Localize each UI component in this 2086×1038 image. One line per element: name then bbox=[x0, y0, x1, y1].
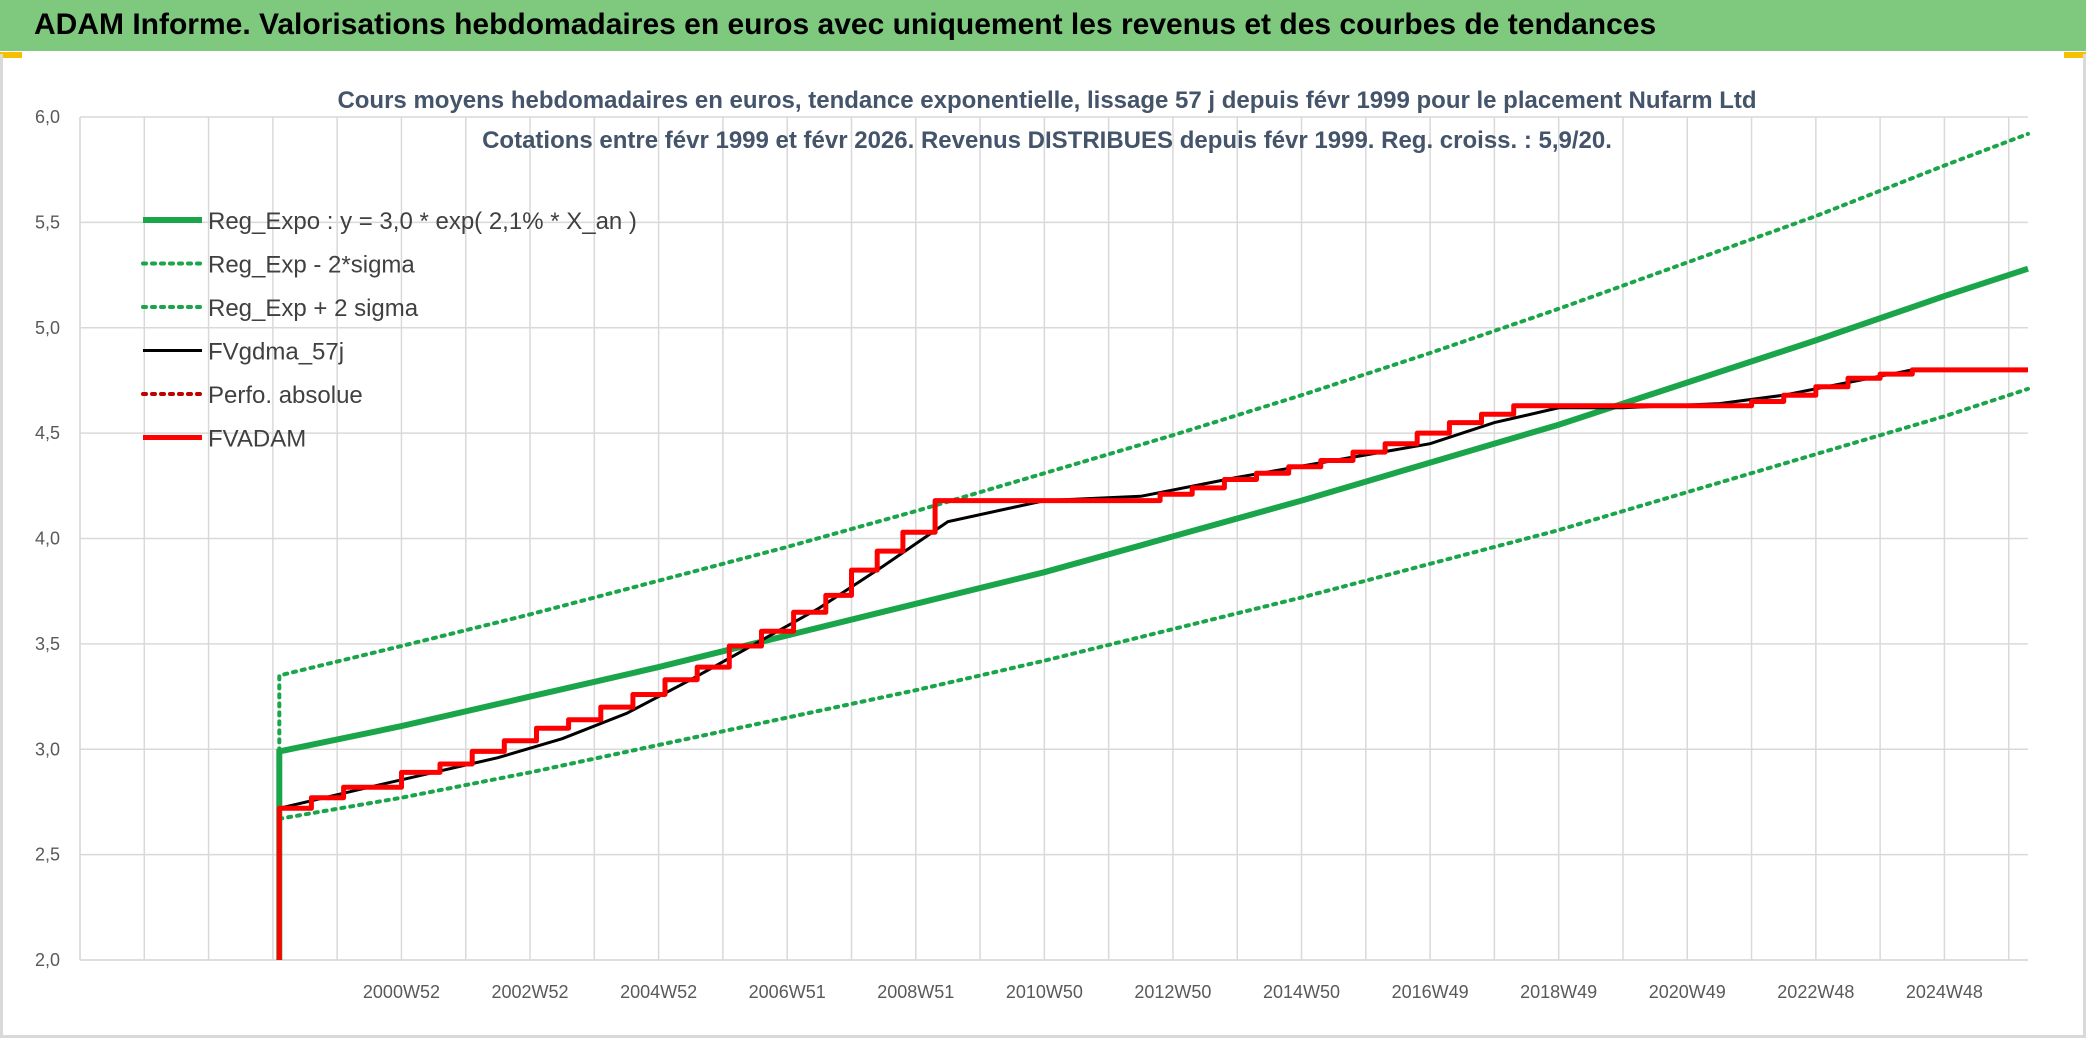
y-tick-label: 5,5 bbox=[35, 212, 60, 232]
chart-frame bbox=[0, 54, 2086, 1038]
chart-series bbox=[276, 131, 2030, 960]
x-tick-label: 2008W51 bbox=[877, 982, 954, 1002]
y-tick-label: 2,0 bbox=[35, 950, 60, 970]
x-tick-label: 2024W48 bbox=[1906, 982, 1983, 1002]
y-axis-ticks: 2,0 2,5 3,0 3,5 4,0 4,5 5,0 5,5 6,0 bbox=[35, 107, 60, 970]
x-tick-label: 2004W52 bbox=[620, 982, 697, 1002]
x-tick-label: 2020W49 bbox=[1649, 982, 1726, 1002]
x-tick-label: 2014W50 bbox=[1263, 982, 1340, 1002]
series-reg-expo-line-0 bbox=[276, 265, 2029, 960]
legend-label: Reg_Expo : y = 3,0 * exp( 2,1% * X_an ) bbox=[208, 208, 637, 235]
x-tick-label: 2002W52 bbox=[492, 982, 569, 1002]
report-banner: ADAM Informe. Valorisations hebdomadaire… bbox=[0, 0, 2086, 54]
x-tick-label: 2018W49 bbox=[1520, 982, 1597, 1002]
legend-label: Reg_Exp - 2*sigma bbox=[208, 252, 415, 279]
series-fvadam-line-5 bbox=[276, 367, 2028, 960]
chart-title: Cours moyens hebdomadaires en euros, ten… bbox=[337, 87, 1756, 114]
chart-grid bbox=[79, 116, 2028, 961]
y-tick-label: 3,5 bbox=[35, 634, 60, 654]
y-tick-label: 4,0 bbox=[35, 529, 60, 549]
chart-legend: Reg_Expo : y = 3,0 * exp( 2,1% * X_an ) R… bbox=[141, 208, 637, 453]
legend-label: Perfo. absolue bbox=[208, 382, 363, 409]
x-tick-label: 2006W51 bbox=[749, 982, 826, 1002]
y-tick-label: 6,0 bbox=[35, 107, 60, 127]
corner-marker-left bbox=[0, 52, 22, 58]
x-tick-label: 2010W50 bbox=[1006, 982, 1083, 1002]
y-tick-label: 2,5 bbox=[35, 845, 60, 865]
x-tick-label: 2022W48 bbox=[1777, 982, 1854, 1002]
series-reg-exp-line-1 bbox=[277, 386, 2030, 821]
x-tick-label: 2012W50 bbox=[1134, 982, 1211, 1002]
legend-label: FVgdma_57j bbox=[208, 339, 344, 366]
x-axis-ticks: 2000W52 2002W52 2004W52 2006W51 2008W51 2010W… bbox=[363, 982, 1983, 1002]
y-tick-label: 5,0 bbox=[35, 318, 60, 338]
legend-label: Reg_Exp + 2 sigma bbox=[208, 295, 419, 322]
corner-marker-right bbox=[2064, 52, 2086, 58]
series-reg-exp-line-2 bbox=[277, 131, 2030, 754]
series-fvgdma-57j-line-3 bbox=[277, 368, 2028, 960]
y-tick-label: 4,5 bbox=[35, 423, 60, 443]
chart-subtitle: Cotations entre févr 1999 et févr 2026. … bbox=[482, 127, 1612, 154]
x-tick-label: 2000W52 bbox=[363, 982, 440, 1002]
x-tick-label: 2016W49 bbox=[1392, 982, 1469, 1002]
report-title: ADAM Informe. Valorisations hebdomadaire… bbox=[34, 8, 1657, 41]
legend-label: FVADAM bbox=[208, 426, 306, 453]
y-tick-label: 3,0 bbox=[35, 739, 60, 759]
